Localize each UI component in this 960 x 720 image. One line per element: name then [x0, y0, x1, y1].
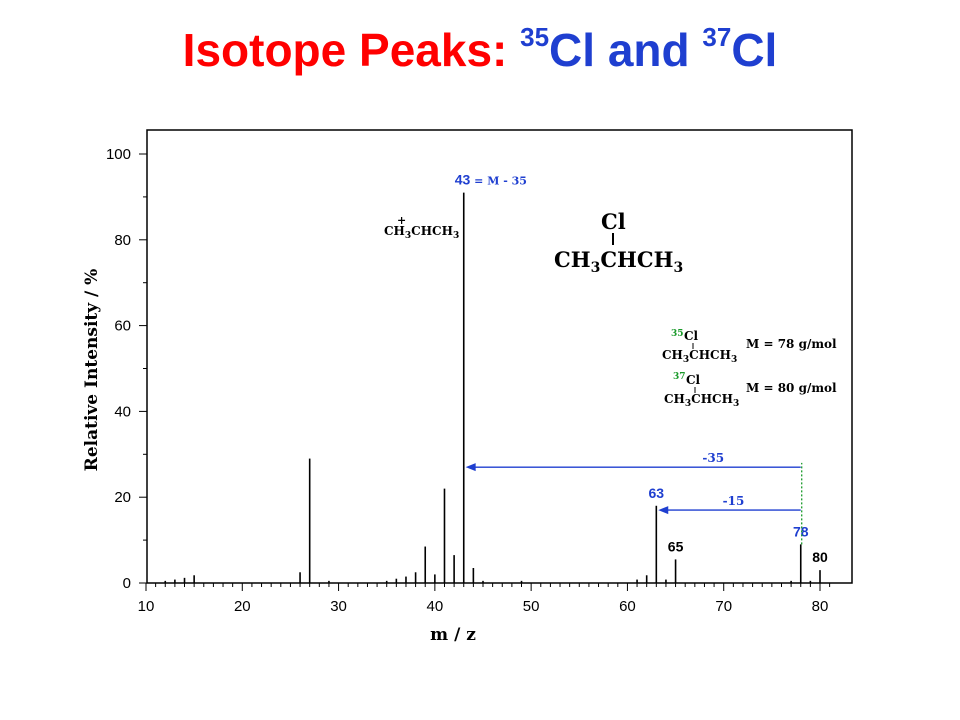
x-tick-label: 80	[812, 598, 829, 615]
fragment-sub: 3	[405, 231, 411, 241]
molecule-formula: CH3CHCH3	[554, 247, 683, 276]
x-axis-label: m / z	[430, 625, 476, 645]
x-tick-label: 70	[715, 598, 732, 615]
peak-label: 80	[812, 549, 828, 565]
isotope-37-structure: 37 Cl CH3CHCH3 M = 80 g/mol	[664, 372, 837, 409]
title-sup1: 35	[520, 22, 550, 52]
iso37-ch: CH	[664, 392, 685, 406]
peak-label-mz: 63	[649, 485, 665, 501]
fragment-charge: +	[397, 214, 406, 227]
molecule-cl: Cl	[601, 209, 626, 234]
y-axis-label: Relative Intensity / %	[82, 269, 102, 472]
slide-title: Isotope Peaks: 35Cl and 37Cl	[0, 22, 960, 78]
spectrum-peaks	[164, 192, 821, 583]
molecule-mid: CHCH	[600, 247, 673, 272]
x-tick-label: 30	[330, 598, 347, 615]
iso37-molar-mass: M = 80 g/mol	[746, 381, 837, 395]
y-tick-label: 20	[114, 489, 131, 506]
axis-ticks: 10 20 30 40 50 60 70 80 0 20 40 60 80 100	[106, 146, 831, 615]
iso37-sub: 3	[685, 399, 691, 409]
arrow-label: -35	[702, 451, 724, 465]
peak-label: 65	[668, 538, 684, 554]
plot-frame	[146, 129, 853, 584]
x-tick-label: 10	[138, 598, 155, 615]
iso35-formula: CH3CHCH3	[662, 348, 737, 365]
peak-label-note: = M - 35	[470, 175, 527, 188]
iso37-formula: CH3CHCH3	[664, 392, 739, 409]
y-tick-label: 0	[123, 575, 131, 592]
peak-label-mz: 78	[793, 523, 809, 539]
x-tick-label: 50	[523, 598, 540, 615]
plot-border	[146, 129, 853, 584]
isotope-35-structure: 35 Cl CH3CHCH3 M = 78 g/mol	[662, 329, 837, 365]
peak-label: 63	[649, 485, 665, 501]
fragment-sub2: 3	[453, 231, 459, 241]
peak-label-mz: 43	[455, 172, 471, 188]
fragment-rest: CHCH	[411, 224, 453, 238]
x-tick-label: 40	[427, 598, 444, 615]
iso37-cl: Cl	[686, 373, 701, 387]
fragment-ion-annotation: + CH3CHCH3	[384, 214, 459, 241]
title-sup2: 37	[702, 22, 732, 52]
x-tick-label: 20	[234, 598, 251, 615]
iso35-mass: 35	[671, 329, 684, 339]
arrow-head	[658, 506, 669, 515]
iso37-mass: 37	[673, 372, 686, 382]
iso35-molar-mass: M = 78 g/mol	[746, 337, 837, 351]
iso35-cl: Cl	[684, 329, 699, 343]
molecule-sub2: 3	[673, 260, 683, 276]
y-tick-label: 80	[114, 232, 131, 249]
y-tick-label: 60	[114, 318, 131, 335]
y-tick-label: 100	[106, 146, 131, 163]
mass-loss-arrows: -35 -15	[465, 451, 803, 545]
iso35-sub: 3	[683, 355, 689, 365]
peak-label: 43 = M - 35	[455, 172, 527, 188]
iso35-rest: CHCH	[689, 348, 731, 362]
iso35-sub2: 3	[731, 355, 737, 365]
peak-label-mz: 65	[668, 538, 684, 554]
peak-label: 78	[793, 523, 809, 539]
molecule-ch: CH	[554, 247, 591, 272]
title-part2: Cl and	[549, 24, 703, 76]
peak-label-mz: 80	[812, 549, 828, 565]
arrow-head	[465, 463, 476, 472]
arrow-label: -15	[723, 494, 745, 508]
fragment-ch: CH	[384, 224, 405, 238]
molecule-sub: 3	[591, 260, 601, 276]
iso37-rest: CHCH	[691, 392, 733, 406]
title-part1: Isotope Peaks:	[182, 24, 521, 76]
fragment-formula: CH3CHCH3	[384, 224, 459, 241]
molecule-structure: Cl CH3CHCH3	[554, 209, 683, 276]
iso35-ch: CH	[662, 348, 683, 362]
title-part3: Cl	[731, 24, 778, 76]
x-tick-label: 60	[619, 598, 636, 615]
iso37-sub2: 3	[733, 399, 739, 409]
y-tick-label: 40	[114, 403, 131, 420]
